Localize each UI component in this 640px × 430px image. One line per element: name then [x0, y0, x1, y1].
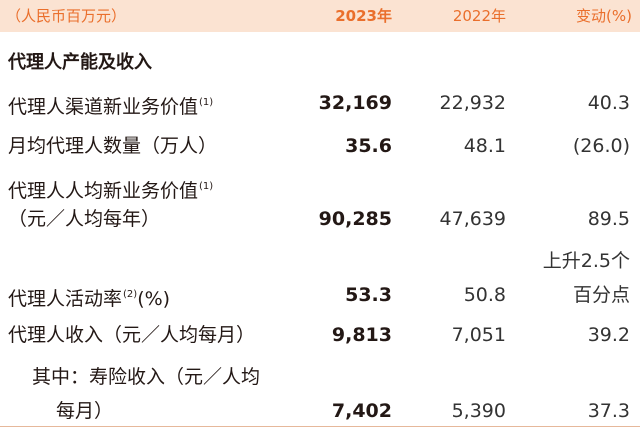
unit-label: （人民币百万元） — [6, 7, 127, 25]
row-label-agent-income: 代理人收入（元／人均每月） — [8, 324, 256, 346]
column-header-change: 变动(%) — [576, 7, 632, 25]
row-life-income-change: 37.3 — [587, 400, 630, 422]
row-activity-rate-2023: 53.3 — [345, 284, 392, 306]
row-label-life-income: 其中：寿险收入（元／人均 — [32, 366, 261, 388]
row-agent-income-change: 39.2 — [587, 324, 630, 346]
row-nbv-per-agent-2022: 47,639 — [439, 208, 506, 230]
row-activity-rate-change-line1: 上升2.5个 — [542, 250, 630, 272]
row-label-life-income-unit: 每月） — [56, 400, 114, 422]
footnote-ref: (2) — [123, 289, 138, 300]
column-header-2022: 2022年 — [452, 7, 506, 25]
row-agent-nbv-change: 40.3 — [587, 92, 630, 114]
footnote-ref: (1) — [199, 181, 214, 192]
row-label-nbv-per-agent-unit: （元／人均每年） — [8, 208, 161, 230]
section-title: 代理人产能及收入 — [8, 52, 152, 73]
row-agent-count-2023: 35.6 — [345, 135, 392, 157]
row-label-activity-rate: 代理人活动率(2)(%) — [8, 288, 171, 310]
row-life-income-2023: 7,402 — [331, 400, 392, 422]
row-nbv-per-agent-change: 89.5 — [587, 208, 630, 230]
table-header — [0, 0, 640, 32]
row-agent-income-2023: 9,813 — [331, 324, 392, 346]
row-nbv-per-agent-2023: 90,285 — [318, 208, 392, 230]
row-label-nbv-per-agent: 代理人人均新业务价值(1) — [8, 180, 214, 202]
row-agent-count-2022: 48.1 — [463, 135, 506, 157]
table-bottom-rule — [0, 426, 640, 427]
row-label-agent-count: 月均代理人数量（万人） — [8, 135, 218, 157]
column-header-2023: 2023年 — [335, 7, 392, 25]
row-life-income-2022: 5,390 — [451, 400, 506, 422]
row-activity-rate-2022: 50.8 — [463, 284, 506, 306]
row-activity-rate-change-line2: 百分点 — [572, 284, 630, 306]
row-agent-nbv-2022: 22,932 — [439, 92, 506, 114]
row-agent-income-2022: 7,051 — [451, 324, 506, 346]
row-agent-nbv-2023: 32,169 — [318, 92, 392, 114]
row-agent-count-change: (26.0) — [572, 135, 630, 157]
row-label-agent-nbv: 代理人渠道新业务价值(1) — [8, 96, 214, 118]
footnote-ref: (1) — [199, 97, 214, 108]
